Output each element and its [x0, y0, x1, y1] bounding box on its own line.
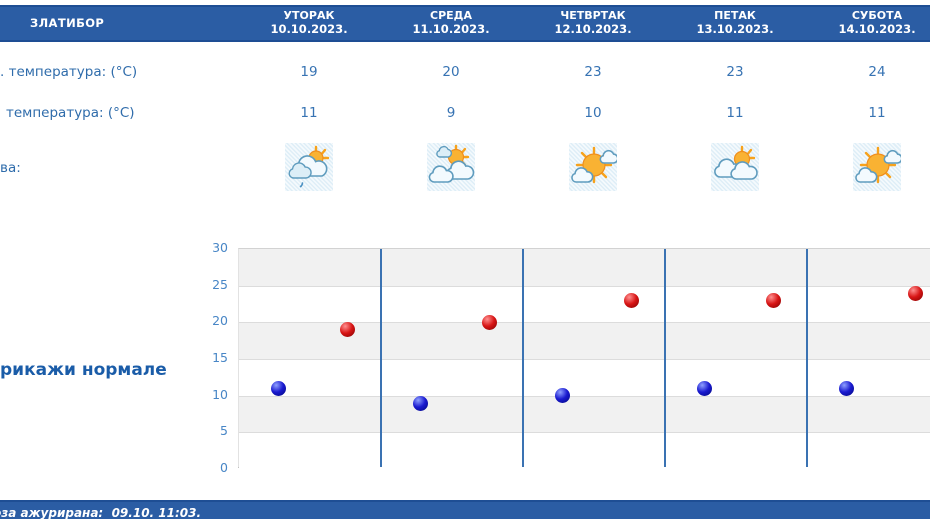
min-temp-point — [838, 380, 854, 396]
y-tick-label: 30 — [212, 240, 228, 255]
min-temp-point — [696, 380, 712, 396]
day-name: ПЕТАК — [714, 9, 756, 22]
max-temp-value: 23 — [584, 64, 602, 80]
chart-band — [239, 395, 930, 433]
day-name: ЧЕТВРТАК — [560, 9, 626, 22]
weather-icons-label: ва: — [0, 160, 21, 176]
y-tick-label: 20 — [212, 313, 228, 329]
weather-tile-tuesday — [285, 143, 333, 191]
day-header-thursday: ЧЕТВРТАК 12.10.2023. — [522, 7, 664, 40]
day-date: 14.10.2023. — [838, 22, 916, 36]
min-temp-value: 11 — [868, 105, 886, 121]
min-temp-value: 10 — [584, 105, 602, 121]
day-date: 13.10.2023. — [696, 22, 774, 36]
chart-band — [239, 249, 930, 286]
y-tick-label: 5 — [220, 423, 228, 439]
sun-behind-clouds-light-rain-icon — [288, 145, 330, 188]
day-date: 11.10.2023. — [412, 22, 490, 36]
max-temp-value: 23 — [726, 64, 744, 80]
show-normals-link[interactable]: рикажи нормале — [0, 360, 167, 380]
day-header-wednesday: СРЕДА 11.10.2023. — [380, 7, 522, 40]
day-header-friday: ПЕТАК 13.10.2023. — [664, 7, 806, 40]
max-temp-point — [908, 285, 924, 301]
temperature-scatter-chart — [238, 248, 930, 469]
chart-gridline — [239, 395, 930, 397]
weather-tile-wednesday — [427, 143, 475, 191]
y-tick-label: 0 — [220, 460, 228, 475]
forecast-updated-text: оза ажурирана: 09.10. 11:03. — [0, 506, 202, 519]
day-separator-line — [522, 249, 524, 467]
weather-tile-friday — [711, 143, 759, 191]
max-temp-value: 20 — [442, 64, 460, 80]
min-temperature-label: температура: (°C) — [6, 105, 135, 121]
y-tick-label: 15 — [212, 350, 228, 365]
day-date: 10.10.2023. — [270, 22, 348, 36]
min-temp-value: 11 — [300, 105, 318, 121]
chart-band — [239, 285, 930, 323]
max-temp-point — [624, 292, 640, 308]
max-temp-point — [482, 314, 498, 330]
weather-tile-thursday — [569, 143, 617, 191]
day-header-tuesday: УТОРАК 10.10.2023. — [238, 7, 380, 40]
day-name: СРЕДА — [430, 9, 472, 22]
day-separator-line — [806, 249, 808, 467]
day-name: УТОРАК — [283, 9, 335, 22]
chart-gridline — [239, 322, 930, 324]
sunny-with-small-clouds-icon — [855, 146, 901, 184]
chart-band — [239, 432, 930, 469]
day-header-saturday: СУБОТА 14.10.2023. — [806, 7, 930, 40]
chart-gridline — [239, 285, 930, 287]
min-temp-value: 11 — [726, 105, 744, 121]
min-temp-point — [554, 388, 570, 404]
sun-with-clouds-icon — [428, 144, 475, 183]
day-name: СУБОТА — [851, 9, 903, 22]
min-temp-value: 9 — [446, 105, 456, 121]
min-temp-point — [270, 380, 286, 396]
location-title: ЗЛАТИБОР — [30, 16, 105, 30]
y-tick-label: 25 — [212, 276, 228, 292]
max-temp-value: 24 — [868, 64, 886, 80]
min-temp-point — [412, 395, 428, 411]
y-tick-label: 10 — [212, 386, 228, 402]
max-temperature-label: . температура: (°C) — [0, 64, 138, 80]
day-separator-line — [664, 249, 666, 467]
day-date: 12.10.2023. — [554, 22, 632, 36]
max-temp-point — [766, 292, 782, 308]
max-temp-point — [340, 322, 356, 338]
sunny-with-small-clouds-icon — [571, 146, 617, 184]
chart-band — [239, 359, 930, 396]
chart-gridline — [239, 432, 930, 434]
day-separator-line — [380, 249, 382, 467]
clouds-sun-peeking-icon — [714, 145, 758, 180]
chart-gridline — [239, 359, 930, 360]
forecast-header-bar: ЗЛАТИБОР УТОРАК 10.10.2023. СРЕДА 11.10.… — [0, 5, 930, 42]
forecast-updated-bar: оза ажурирана: 09.10. 11:03. — [0, 500, 930, 519]
weather-tile-saturday — [853, 143, 901, 191]
max-temp-value: 19 — [300, 64, 318, 80]
